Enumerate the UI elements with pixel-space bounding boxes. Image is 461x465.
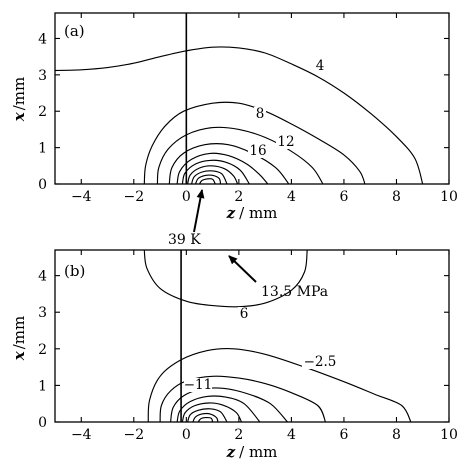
panel-a-xtick-label: 6 [339,189,348,205]
panel-a-ytick-label: 0 [38,177,47,193]
panel-a-xticks: −4 −2 0 2 4 6 8 10 [71,13,458,205]
panel-b-xtick-label: 0 [182,427,191,443]
panel-b-contour-label-0: 6 [240,306,249,322]
panel-a-xlabel-unit: / mm [239,204,277,222]
panel-a-xlabel-var: z [226,204,236,222]
panel-a-contour-label-bg-2 [276,135,296,149]
panel-b-ytick-label: 2 [38,342,47,358]
panel-b: (b) −4 −2 0 2 4 6 8 10 0 1 2 3 4 6 −2.5 −11 z / mm x/m… [10,249,458,461]
panel-b-xticks: −4 −2 0 2 4 6 8 10 [71,250,458,443]
panel-b-xlabel: z / mm [226,443,278,461]
panel-a-xlabel: z / mm [226,204,278,222]
annotation-13-5mpa-text: 13.5 MPa [261,284,328,300]
panel-a-contour-9 [199,178,216,185]
panel-b-xlabel-unit: / mm [239,443,277,461]
panel-a-label: (a) [64,22,85,40]
panel-a-contour-7 [191,170,228,185]
panel-b-ytick-label: 3 [38,305,47,321]
panel-a-contour-label-1: 8 [256,106,265,122]
annotation-39k: 39 K [168,189,205,248]
annotation-39k-text: 39 K [168,232,201,248]
panel-b-contour-label-2: −11 [184,377,213,393]
panel-a-contour-1 [143,101,366,185]
panel-a-contour-8 [194,174,222,185]
panel-a-ylabel-var: x [10,111,28,122]
panel-b-contour-1 [147,348,412,423]
panel-a-contour-3 [168,143,290,185]
panel-b-yticks: 0 1 2 3 4 [38,269,449,431]
panel-a-ytick-label: 2 [38,104,47,120]
panel-a-contour-label-bg-3 [248,144,268,158]
panel-b-contour-label-bg-1 [302,355,338,369]
panel-a-contour-6 [187,165,239,185]
panel-b-contour-2 [159,375,327,423]
panel-a-contour-label-bg-1 [254,107,266,121]
panel-b-contour-0 [143,249,308,308]
panel-b-ytick-label: 4 [38,269,47,285]
panel-b-ylabel-unit: /mm [10,316,28,350]
panel-a-contour-label-3: 16 [249,143,266,159]
panel-a-xtick-label: 2 [234,189,243,205]
panel-a-xtick-label: −2 [123,189,144,205]
panel-b-ytick-label: 0 [38,415,47,431]
panel-b-contour-7 [192,412,219,423]
panel-b-xtick-label: 2 [234,427,243,443]
panel-a-contour-label-2: 12 [277,134,294,150]
panel-a-frame [54,12,450,185]
panel-a-xtick-label: 10 [440,189,458,205]
panel-a-contours [54,13,424,185]
panel-b-contour-label-bg-2 [184,378,212,392]
panel-a-ylabel: x/mm [10,77,28,122]
panel-b-contour-8 [197,416,214,423]
panel-b-xtick-label: 6 [339,427,348,443]
panel-b-contour-label-1: −2.5 [304,354,337,370]
panel-b-contour-label-bg-0 [238,307,250,321]
panel-a-xtick-label: 4 [287,189,296,205]
panel-a-contour-label-0: 4 [316,58,325,74]
panel-a-ytick-label: 4 [38,31,47,47]
panel-a-ytick-label: 3 [38,68,47,84]
panel-b-contour-6 [187,408,228,423]
panel-a-contour-labels: 4 8 12 16 [248,58,326,159]
panel-b-xtick-label: 10 [440,427,458,443]
panel-b-frame [54,249,450,423]
panel-a-xtick-label: 0 [182,189,191,205]
panel-a-ylabel-unit: /mm [10,77,28,111]
panel-b-xtick-label: 4 [287,427,296,443]
panel-a-xtick-label: 8 [392,189,401,205]
panel-a-contour-2 [156,126,324,185]
panel-b-ylabel-var: x [10,350,28,361]
panel-a-ytick-label: 1 [38,141,47,157]
panel-b-xtick-label: 8 [392,427,401,443]
panel-a-contour-5 [181,159,250,185]
panel-b-xtick-label: −2 [123,427,144,443]
panel-a-contour-0 [54,46,424,185]
panel-b-label: (b) [64,262,85,280]
panel-b-contour-5 [181,402,243,423]
panel-a-contour-4 [176,152,269,185]
panel-b-ylabel: x/mm [10,316,28,361]
panel-b-xlabel-var: z [226,443,236,461]
panel-b-ytick-label: 1 [38,378,47,394]
annotation-39k-arrow [193,189,205,233]
panel-b-contours [143,249,412,423]
panel-b-contour-4 [176,395,261,423]
panel-b-xtick-label: −4 [71,427,92,443]
annotation-13-5mpa-arrow [228,255,257,283]
panel-a-xtick-label: −4 [71,189,92,205]
panel-b-contour-labels: 6 −2.5 −11 [184,306,338,393]
panel-b-contour-3 [170,387,288,423]
panel-a-contour-label-bg-0 [314,59,326,73]
annotation-13-5mpa: 13.5 MPa [228,255,328,300]
